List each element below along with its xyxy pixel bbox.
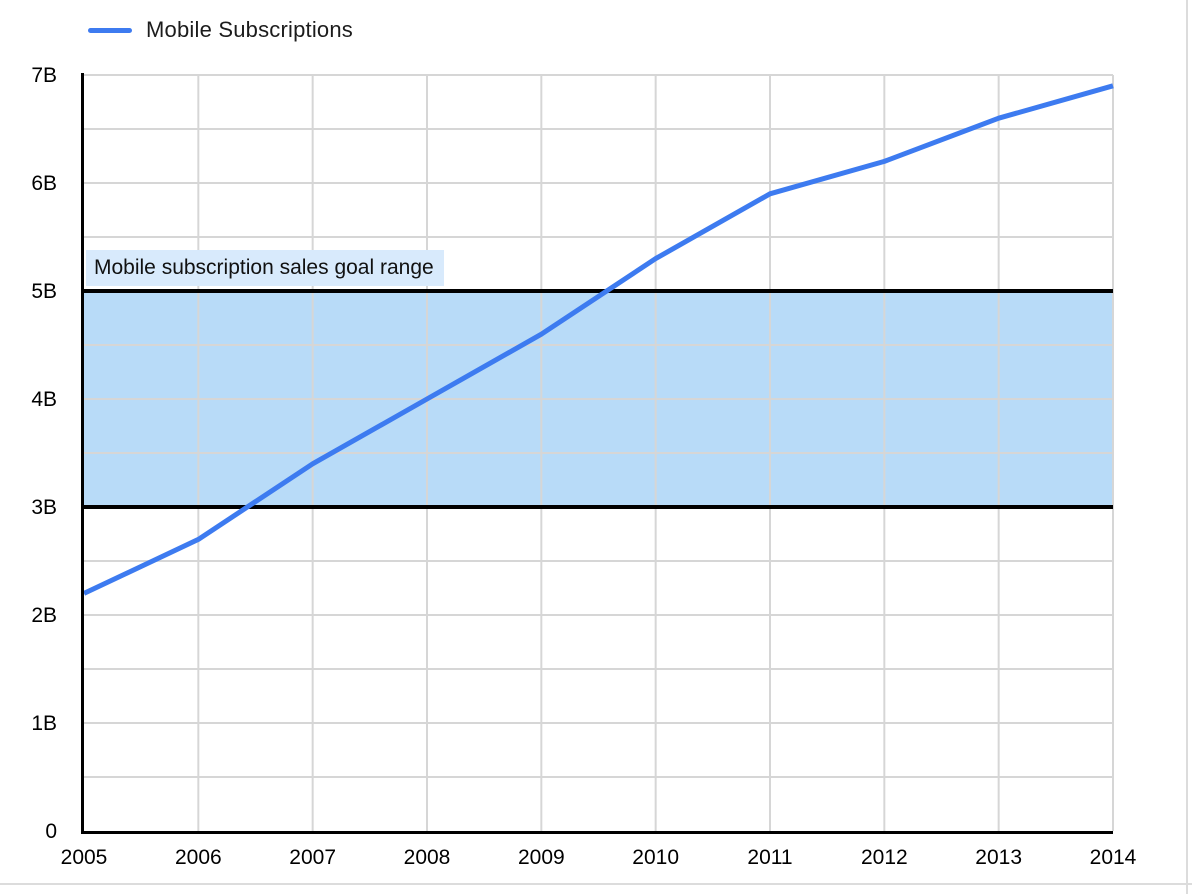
sheet-gridline-horizontal bbox=[0, 883, 1192, 885]
x-tick-label: 2013 bbox=[975, 846, 1022, 869]
x-tick-label: 2006 bbox=[175, 846, 222, 869]
y-tick-label: 1B bbox=[31, 712, 57, 735]
x-tick-label: 2012 bbox=[861, 846, 908, 869]
sheet-gridline-vertical bbox=[1186, 0, 1188, 894]
legend-label: Mobile Subscriptions bbox=[146, 17, 353, 42]
x-tick-label: 2007 bbox=[289, 846, 336, 869]
x-tick-label: 2008 bbox=[404, 846, 451, 869]
y-tick-label: 5B bbox=[31, 280, 57, 303]
y-tick-label: 6B bbox=[31, 172, 57, 195]
y-tick-label: 3B bbox=[31, 496, 57, 519]
x-tick-label: 2005 bbox=[61, 846, 108, 869]
legend-line-swatch bbox=[88, 27, 132, 33]
chart-legend: Mobile Subscriptions bbox=[88, 17, 353, 43]
x-tick-label: 2011 bbox=[747, 846, 792, 869]
y-tick-label: 0 bbox=[45, 820, 57, 843]
mobile-subscriptions-line bbox=[82, 83, 1114, 596]
x-tick-label: 2010 bbox=[632, 846, 679, 869]
goal-range-label: Mobile subscription sales goal range bbox=[86, 250, 444, 286]
y-tick-label: 4B bbox=[31, 388, 57, 411]
x-tick-label: 2009 bbox=[518, 846, 565, 869]
y-tick-label: 7B bbox=[31, 64, 57, 87]
y-tick-label: 2B bbox=[31, 604, 57, 627]
x-tick-label: 2014 bbox=[1090, 846, 1137, 869]
